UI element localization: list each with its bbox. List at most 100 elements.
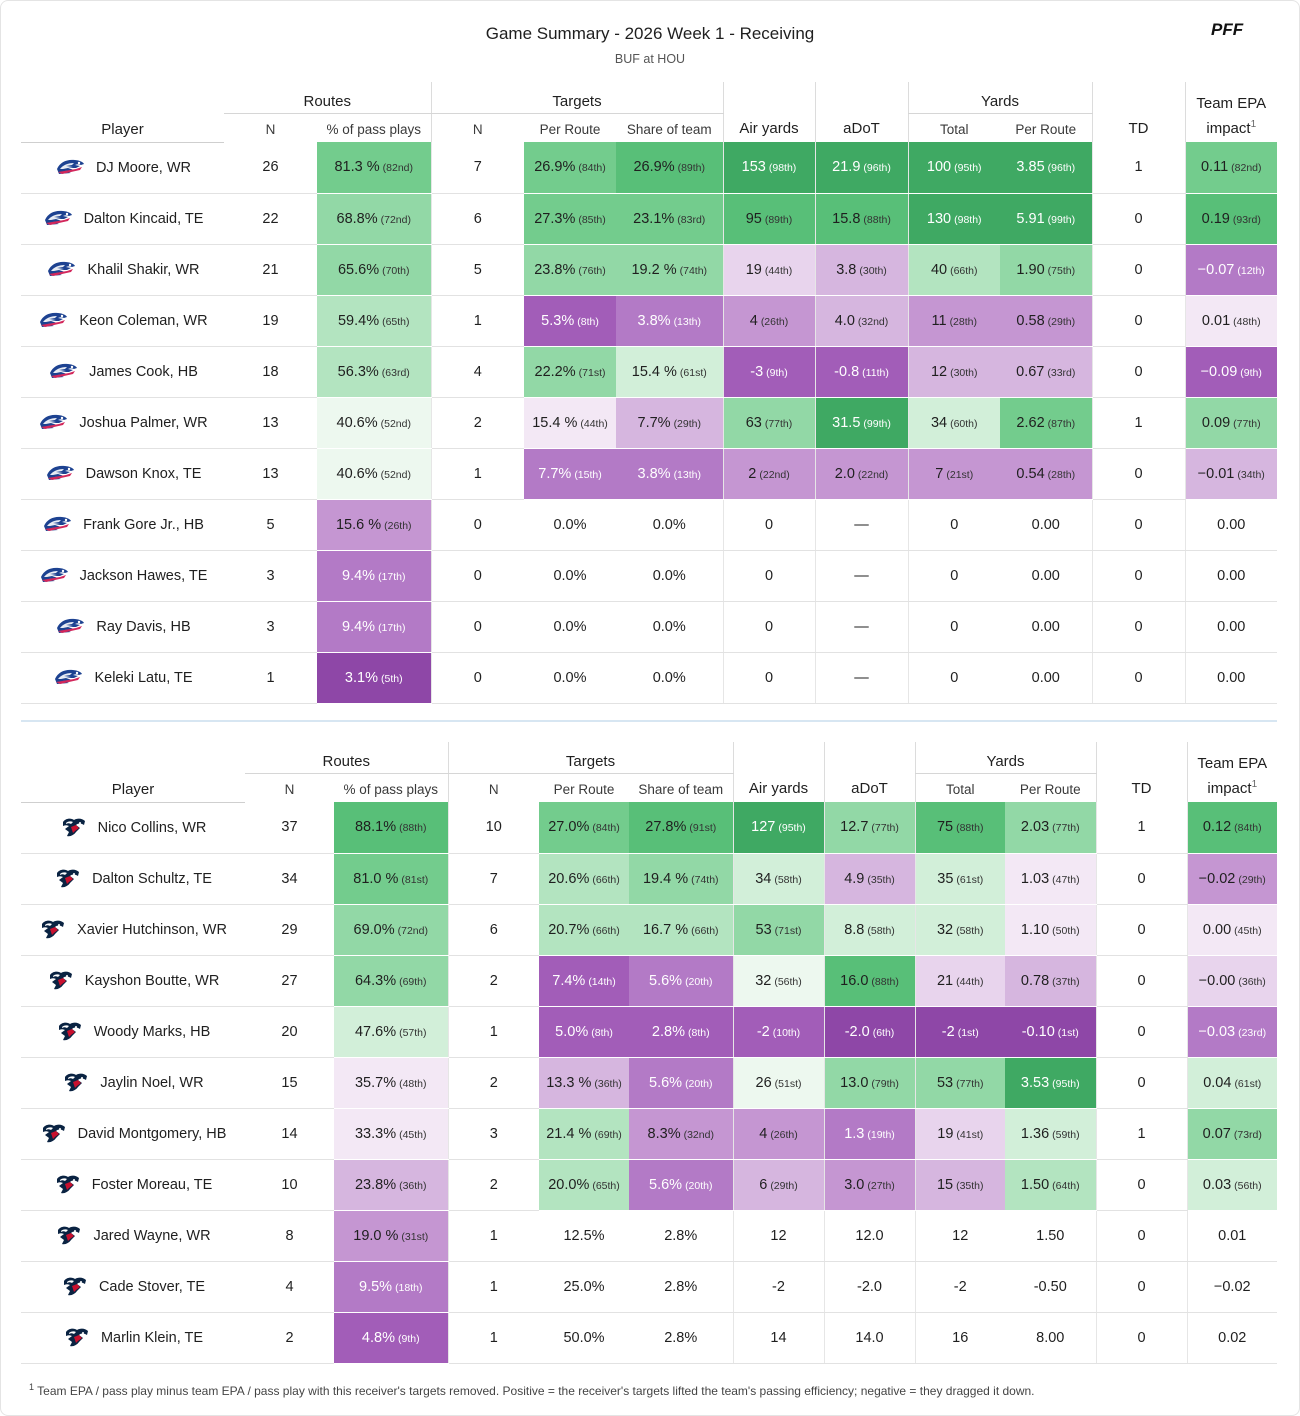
table-row[interactable]: Dawson Knox, TE 13 40.6% (52nd) 1 7.7% (15th) 3… bbox=[21, 448, 1277, 500]
table-row[interactable]: Nico Collins, WR 37 88.1% (88th) 10 27.0% (84t… bbox=[21, 802, 1277, 854]
player-name[interactable]: David Montgomery, HB bbox=[77, 1125, 227, 1142]
targets-per-route-cell: 0.0% bbox=[524, 550, 616, 602]
percentile-rank: (45th) bbox=[399, 1128, 427, 1141]
player-name[interactable]: James Cook, HB bbox=[89, 363, 198, 380]
team-epa-cell: 0.11 (82nd) bbox=[1184, 142, 1277, 194]
table-row[interactable]: DJ Moore, WR 26 81.3 % (82nd) 7 26.9% (84th) 26… bbox=[21, 142, 1277, 194]
routes-n-cell: 14 bbox=[245, 1108, 334, 1160]
table-row[interactable]: James Cook, HB 18 56.3% (63rd) 4 22.2% (71st) 1… bbox=[21, 346, 1277, 398]
routes-n-cell: 2 bbox=[245, 1312, 334, 1364]
table-row[interactable]: Foster Moreau, TE 10 23.8% (36th) 2 20.0% (65t… bbox=[21, 1159, 1277, 1211]
yards-per-route-header: Per Route bbox=[1015, 122, 1077, 137]
routes-pct-header: % of pass plays bbox=[343, 782, 439, 797]
targets-per-route-cell: 0.0% bbox=[524, 499, 616, 551]
adot-cell: 1.3 (19th) bbox=[823, 1108, 915, 1160]
table-row[interactable]: Ray Davis, HB 3 9.4% (17th) 0 0.0% 0.0% 0—0 0.00… bbox=[21, 601, 1277, 653]
section-divider bbox=[21, 720, 1277, 722]
targets-group-header: Targets bbox=[447, 742, 733, 774]
team-epa-header: Team EPA impact1 bbox=[1184, 82, 1277, 142]
percentile-rank: (26th) bbox=[770, 1128, 798, 1141]
yards-total-cell: 12 bbox=[914, 1210, 1005, 1262]
targets-per-route-cell: 22.2% (71st) bbox=[524, 346, 616, 398]
targets-n-cell: 0 bbox=[430, 550, 524, 602]
player-name[interactable]: Jaylin Noel, WR bbox=[100, 1074, 204, 1091]
table-row[interactable]: Jared Wayne, WR 8 19.0 % (31st) 1 12.5% 2.8% 12… bbox=[21, 1210, 1277, 1262]
player-name[interactable]: Xavier Hutchinson, WR bbox=[77, 921, 227, 938]
targets-per-route-cell: 27.3% (85th) bbox=[524, 193, 616, 245]
player-name[interactable]: Dalton Schultz, TE bbox=[92, 870, 212, 887]
td-cell: 0 bbox=[1091, 193, 1185, 245]
percentile-rank: (65th) bbox=[592, 1179, 620, 1192]
player-name[interactable]: Kayshon Boutte, WR bbox=[84, 972, 220, 989]
texans-icon bbox=[60, 816, 88, 840]
table-row[interactable]: Jaylin Noel, WR 15 35.7% (48th) 2 13.3 % (36th… bbox=[21, 1057, 1277, 1109]
table-row[interactable]: Dalton Kincaid, TE 22 68.8% (72nd) 6 27.3% (85… bbox=[21, 193, 1277, 245]
player-name[interactable]: Woody Marks, HB bbox=[93, 1023, 211, 1040]
percentile-rank: (88th) bbox=[871, 975, 899, 988]
percentile-rank: (77th) bbox=[871, 822, 899, 835]
player-name[interactable]: Dawson Knox, TE bbox=[85, 465, 202, 482]
percentile-rank: (75th) bbox=[1047, 264, 1076, 277]
player-name[interactable]: Foster Moreau, TE bbox=[91, 1176, 213, 1193]
routes-pct-cell: 81.0 % (81st) bbox=[334, 853, 448, 905]
targets-per-route-cell: 7.7% (15th) bbox=[524, 448, 616, 500]
table-row[interactable]: Cade Stover, TE 4 9.5% (18th) 1 25.0% 2.8% -2 -2… bbox=[21, 1261, 1277, 1313]
percentile-rank: (20th) bbox=[685, 975, 713, 988]
percentile-rank: (96th) bbox=[1047, 162, 1076, 175]
percentile-rank: (9th) bbox=[766, 366, 788, 379]
table-row[interactable]: Jackson Hawes, TE 3 9.4% (17th) 0 0.0% 0.0% 0—0… bbox=[21, 550, 1277, 602]
table-row[interactable]: Marlin Klein, TE 2 4.8% (9th) 1 50.0% 2.8% 14 14… bbox=[21, 1312, 1277, 1364]
player-name[interactable]: Nico Collins, WR bbox=[97, 819, 207, 836]
player-name[interactable]: Joshua Palmer, WR bbox=[79, 414, 208, 431]
bills-icon bbox=[54, 616, 86, 638]
table-row[interactable]: Kayshon Boutte, WR 27 64.3% (69th) 2 7.4% (14t… bbox=[21, 955, 1277, 1007]
yards-per-route-cell: 0.58 (29th) bbox=[1000, 295, 1092, 347]
percentile-rank: (1st) bbox=[957, 1026, 979, 1039]
routes-pct-cell: 88.1% (88th) bbox=[334, 802, 448, 854]
table-row[interactable]: Dalton Schultz, TE 34 81.0 % (81st) 7 20.6% (6… bbox=[21, 853, 1277, 905]
table-row[interactable]: Joshua Palmer, WR 13 40.6% (52nd) 2 15.4 % (44… bbox=[21, 397, 1277, 449]
targets-per-route-cell: 0.0% bbox=[524, 601, 616, 653]
player-name[interactable]: DJ Moore, WR bbox=[95, 159, 192, 176]
adot-cell: 2.0 (22nd) bbox=[814, 448, 908, 500]
percentile-rank: (83rd) bbox=[677, 213, 706, 226]
table-row[interactable]: Khalil Shakir, WR 21 65.6% (70th) 5 23.8% (76t… bbox=[21, 244, 1277, 296]
table-row[interactable]: Keon Coleman, WR 19 59.4% (65th) 1 5.3% (8th) 3… bbox=[21, 295, 1277, 347]
table-row[interactable]: David Montgomery, HB 14 33.3% (45th) 3 21.4 %… bbox=[21, 1108, 1277, 1160]
table-row[interactable]: Frank Gore Jr., HB 5 15.6 % (26th) 0 0.0% 0.0%… bbox=[21, 499, 1277, 551]
yards-total-cell: -2 bbox=[914, 1261, 1005, 1313]
player-name[interactable]: Dalton Kincaid, TE bbox=[83, 210, 204, 227]
td-cell: 0 bbox=[1095, 1261, 1187, 1313]
player-name[interactable]: Keon Coleman, WR bbox=[79, 312, 208, 329]
percentile-rank: (71st) bbox=[774, 924, 802, 937]
player-name[interactable]: Jared Wayne, WR bbox=[93, 1227, 211, 1244]
team-epa-cell: −0.02 (29th) bbox=[1186, 853, 1277, 905]
routes-pct-cell: 59.4% (65th) bbox=[317, 295, 431, 347]
targets-per-route-cell: 26.9% (84th) bbox=[524, 142, 616, 194]
table-row[interactable]: Xavier Hutchinson, WR 29 69.0% (72nd) 6 20.7%… bbox=[21, 904, 1277, 956]
percentile-rank: (64th) bbox=[1052, 1179, 1080, 1192]
routes-n-cell: 29 bbox=[245, 904, 334, 956]
percentile-rank: (66th) bbox=[592, 873, 620, 886]
player-name[interactable]: Khalil Shakir, WR bbox=[87, 261, 200, 278]
percentile-rank: (22nd) bbox=[857, 468, 889, 481]
routes-pct-cell: 69.0% (72nd) bbox=[334, 904, 448, 956]
player-name[interactable]: Frank Gore Jr., HB bbox=[83, 516, 204, 533]
player-name[interactable]: Jackson Hawes, TE bbox=[79, 567, 208, 584]
targets-per-route-cell: 27.0% (84th) bbox=[539, 802, 629, 854]
player-name[interactable]: Keleki Latu, TE bbox=[94, 669, 193, 686]
player-cell: David Montgomery, HB bbox=[21, 1108, 245, 1160]
player-name[interactable]: Ray Davis, HB bbox=[96, 618, 191, 635]
table-row[interactable]: Woody Marks, HB 20 47.6% (57th) 1 5.0% (8th) 2.… bbox=[21, 1006, 1277, 1058]
percentile-rank: (30th) bbox=[950, 366, 978, 379]
player-name[interactable]: Cade Stover, TE bbox=[98, 1278, 206, 1295]
percentile-rank: (51st) bbox=[774, 1077, 802, 1090]
table-row[interactable]: Keleki Latu, TE 1 3.1% (5th) 0 0.0% 0.0% 0—0 0.0… bbox=[21, 652, 1277, 704]
target-share-cell: 5.6% (20th) bbox=[629, 955, 733, 1007]
bills-icon bbox=[47, 361, 79, 383]
td-cell: 0 bbox=[1091, 499, 1185, 551]
player-name[interactable]: Marlin Klein, TE bbox=[100, 1329, 204, 1346]
percentile-rank: (56th) bbox=[774, 975, 802, 988]
target-share-cell: 2.8% bbox=[629, 1210, 733, 1262]
percentile-rank: (66th) bbox=[691, 924, 719, 937]
